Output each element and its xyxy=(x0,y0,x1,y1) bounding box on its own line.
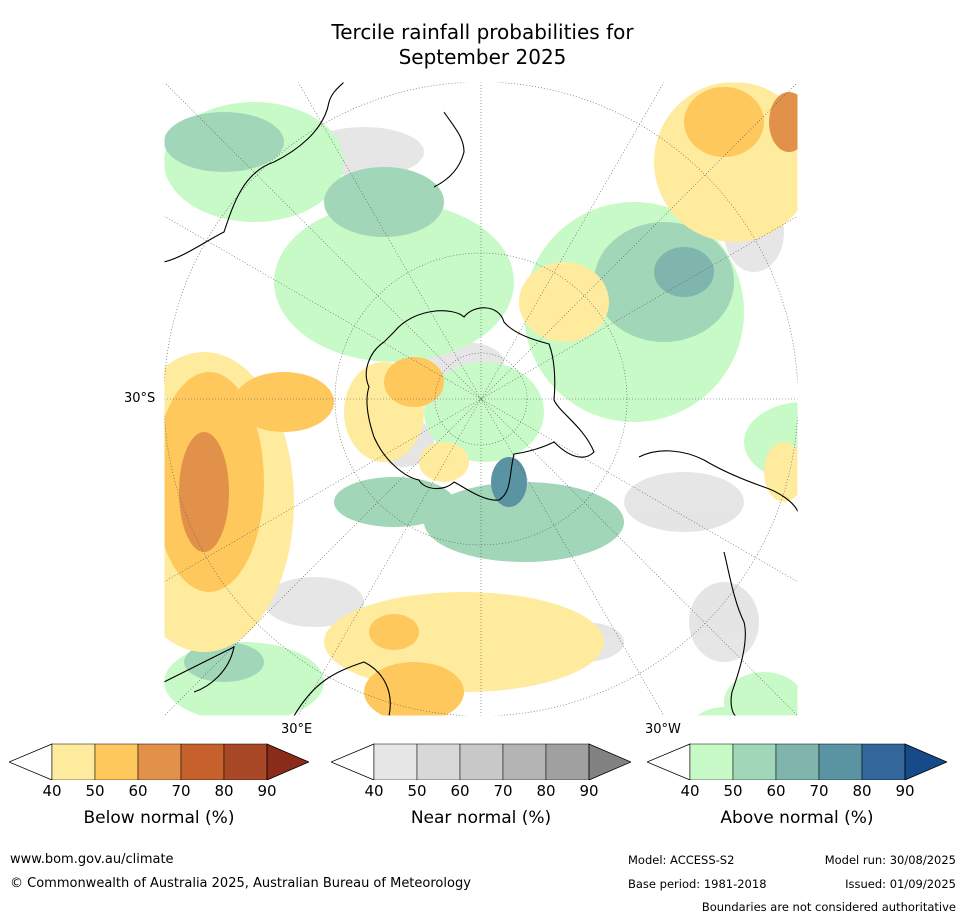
above-normal-patches xyxy=(164,102,798,716)
title-line-1: Tercile rainfall probabilities for xyxy=(331,20,634,44)
colorbar-tick-label: 50 xyxy=(85,782,105,800)
colorbar-tick-label: 50 xyxy=(723,782,743,800)
colorbar-segment xyxy=(689,743,734,780)
colorbar-segment xyxy=(51,743,96,780)
colorbar-near-normal-ticks: 40 50 60 70 80 90 xyxy=(331,782,631,802)
colorbar-segment xyxy=(459,743,504,780)
colorbar-extend-low xyxy=(647,743,691,780)
colorbar-segment xyxy=(861,743,906,780)
colorbar-extend-high xyxy=(904,743,947,780)
colorbar-above-normal: 40 50 60 70 80 90 Above normal (%) xyxy=(647,742,947,842)
colorbar-segment xyxy=(416,743,461,780)
colorbar-tick-label: 90 xyxy=(895,782,915,800)
colorbar-tick-label: 60 xyxy=(766,782,786,800)
footer-disclaimer: Boundaries are not considered authoritat… xyxy=(701,900,956,914)
colorbar-below-normal: 40 50 60 70 80 90 Below normal (%) xyxy=(9,742,309,842)
colorbar-tick-label: 40 xyxy=(364,782,384,800)
colorbar-above-normal-svg xyxy=(647,743,947,780)
footer-copyright: © Commonwealth of Australia 2025, Austra… xyxy=(10,876,471,891)
colorbar-below-normal-ticks: 40 50 60 70 80 90 xyxy=(9,782,309,802)
colorbar-segment xyxy=(818,743,863,780)
colorbar-segment xyxy=(732,743,777,780)
footer-base-period: Base period: 1981-2018 xyxy=(628,877,767,891)
colorbar-below-normal-svg xyxy=(9,743,309,780)
coastlines xyxy=(164,82,798,716)
colorbar-tick-label: 70 xyxy=(493,782,513,800)
below-normal-patches xyxy=(164,82,798,716)
australia-coast xyxy=(164,646,391,716)
africa-coast xyxy=(164,82,345,263)
colorbar-segment xyxy=(502,743,547,780)
colorbar-near-normal-svg xyxy=(331,743,631,780)
colorbar-extend-low xyxy=(331,743,375,780)
colorbar-tick-label: 70 xyxy=(171,782,191,800)
map-svg xyxy=(164,82,798,716)
colorbar-tick-label: 80 xyxy=(214,782,234,800)
colorbar-tick-label: 90 xyxy=(257,782,277,800)
colorbar-segment xyxy=(775,743,820,780)
colorbar-above-normal-ticks: 40 50 60 70 80 90 xyxy=(647,782,947,802)
colorbar-extend-high xyxy=(588,743,631,780)
colorbar-tick-label: 70 xyxy=(809,782,829,800)
footer-model-run: Model run: 30/08/2025 xyxy=(824,853,956,867)
colorbar-extend-high xyxy=(266,743,309,780)
colorbar-near-normal-label: Near normal (%) xyxy=(410,808,552,828)
colorbar-segment xyxy=(180,743,225,780)
colorbar-tick-label: 60 xyxy=(450,782,470,800)
new-zealand-coast xyxy=(433,111,465,188)
title-line-2: September 2025 xyxy=(398,45,567,69)
colorbar-below-normal-label: Below normal (%) xyxy=(83,808,235,828)
colorbar-segment xyxy=(545,743,590,780)
colorbar-segment xyxy=(137,743,182,780)
polar-map xyxy=(164,82,798,716)
chart-title: Tercile rainfall probabilities for Septe… xyxy=(0,20,965,70)
south-america-coast xyxy=(638,450,798,716)
colorbar-segment xyxy=(373,743,418,780)
colorbar-tick-label: 40 xyxy=(42,782,62,800)
colorbar-segment xyxy=(223,743,268,780)
footer-model: Model: ACCESS-S2 xyxy=(628,853,735,867)
colorbar-tick-label: 60 xyxy=(128,782,148,800)
colorbar-tick-label: 90 xyxy=(579,782,599,800)
colorbar-extend-low xyxy=(9,743,53,780)
colorbar-tick-label: 50 xyxy=(407,782,427,800)
lat-label-30s: 30°S xyxy=(124,391,156,406)
antarctica-coast xyxy=(365,307,595,501)
lon-label-30e: 30°E xyxy=(281,722,313,737)
graticule xyxy=(164,82,798,716)
colorbar-segment xyxy=(94,743,139,780)
colorbar-tick-label: 40 xyxy=(680,782,700,800)
colorbar-above-normal-label: Above normal (%) xyxy=(720,808,874,828)
colorbar-tick-label: 80 xyxy=(536,782,556,800)
footer-url: www.bom.gov.au/climate xyxy=(10,852,174,867)
footer-issued: Issued: 01/09/2025 xyxy=(845,877,956,891)
lon-label-30w: 30°W xyxy=(645,722,681,737)
colorbar-tick-label: 80 xyxy=(852,782,872,800)
colorbar-near-normal: 40 50 60 70 80 90 Near normal (%) xyxy=(331,742,631,842)
